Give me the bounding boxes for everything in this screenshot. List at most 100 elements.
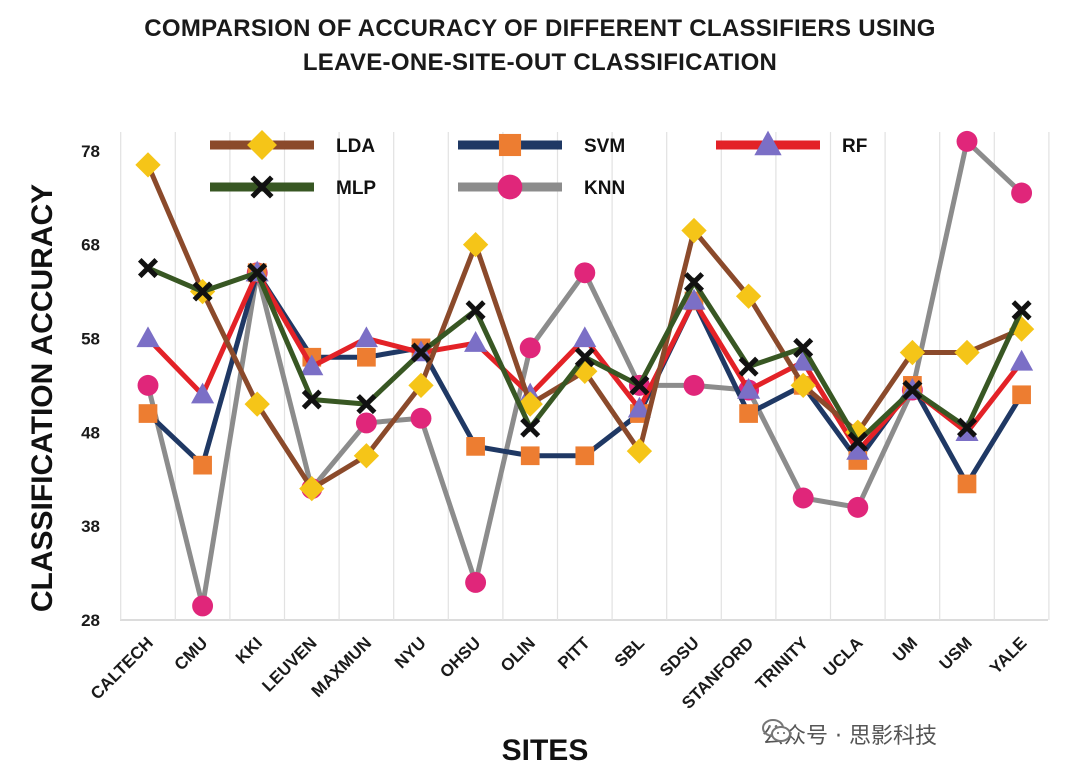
data-point-rf bbox=[846, 438, 870, 460]
legend-marker bbox=[247, 130, 277, 160]
data-point-lda bbox=[135, 152, 161, 178]
legend-item-knn: KNN bbox=[458, 174, 625, 200]
data-point-lda bbox=[408, 372, 434, 399]
data-point-rf bbox=[354, 326, 378, 348]
data-point-lda bbox=[954, 339, 980, 366]
data-point-mlp bbox=[465, 300, 486, 321]
data-point-knn bbox=[355, 412, 377, 434]
data-point-rf bbox=[737, 377, 761, 399]
legend-item-mlp: MLP bbox=[210, 175, 376, 199]
data-point-lda bbox=[244, 391, 270, 417]
data-point-lda bbox=[790, 372, 816, 399]
data-point-rf bbox=[300, 354, 324, 376]
legend-item-rf: RF bbox=[716, 130, 867, 157]
x-tick-label: KKI bbox=[232, 633, 266, 667]
y-tick-label: 58 bbox=[81, 329, 100, 348]
x-tick-label: YALE bbox=[986, 633, 1030, 677]
data-point-svm bbox=[739, 404, 758, 423]
data-point-mlp bbox=[793, 337, 814, 358]
data-point-knn bbox=[465, 572, 487, 593]
data-point-mlp bbox=[902, 380, 923, 401]
y-axis-ticks: 28 38 48 58 68 78 bbox=[81, 142, 100, 630]
data-point-knn bbox=[956, 130, 978, 152]
data-point-lda bbox=[681, 217, 707, 244]
x-tick-label: SDSU bbox=[656, 633, 703, 680]
data-point-knn bbox=[1011, 182, 1033, 204]
x-tick-label: MAXMUN bbox=[308, 633, 376, 701]
data-point-svm bbox=[357, 347, 376, 367]
data-point-svm bbox=[575, 446, 595, 466]
chart-title-line-2: LEAVE-ONE-SITE-OUT CLASSIFICATION bbox=[302, 49, 778, 76]
legend-item-lda: LDA bbox=[210, 130, 375, 160]
data-point-knn bbox=[410, 407, 432, 429]
data-point-lda bbox=[462, 231, 489, 258]
legend-label: KNN bbox=[584, 178, 625, 199]
legend-label: RF bbox=[842, 136, 867, 157]
data-point-knn bbox=[137, 374, 159, 396]
data-point-knn bbox=[847, 496, 869, 518]
y-tick-label: 48 bbox=[81, 423, 100, 442]
legend-marker bbox=[498, 133, 522, 157]
legend-marker bbox=[497, 174, 523, 200]
x-tick-label: OHSU bbox=[436, 633, 484, 681]
series-rf bbox=[136, 260, 1034, 460]
data-point-mlp bbox=[247, 262, 268, 283]
series-lda bbox=[135, 152, 1035, 502]
legend-label: MLP bbox=[336, 178, 376, 199]
data-point-rf bbox=[191, 382, 215, 404]
legend-marker bbox=[754, 130, 782, 156]
x-tick-label: PITT bbox=[554, 633, 594, 673]
x-tick-label: CALTECH bbox=[87, 633, 157, 703]
data-point-rf bbox=[791, 349, 815, 371]
y-axis-label: CLASSIFICATION ACCURACY bbox=[26, 184, 59, 612]
data-point-mlp bbox=[1011, 300, 1032, 321]
y-tick-label: 28 bbox=[81, 611, 100, 630]
data-point-svm bbox=[1012, 385, 1031, 405]
data-point-svm bbox=[193, 455, 212, 475]
watermark: 公众号 · 思影科技 bbox=[762, 718, 937, 750]
data-point-rf bbox=[627, 396, 651, 418]
x-tick-label: USM bbox=[936, 633, 976, 673]
x-tick-label: OLIN bbox=[497, 633, 539, 675]
x-axis-label: SITES bbox=[502, 734, 589, 767]
data-point-mlp bbox=[847, 431, 868, 452]
legend-marker bbox=[250, 175, 274, 199]
legend-label: LDA bbox=[336, 136, 375, 157]
x-tick-label: TRINITY bbox=[752, 633, 813, 694]
data-point-rf bbox=[464, 331, 488, 352]
data-point-mlp bbox=[956, 417, 978, 438]
data-point-mlp bbox=[301, 389, 322, 410]
x-tick-label: UCLA bbox=[820, 633, 867, 680]
watermark-text: 公众号 · 思影科技 bbox=[762, 724, 937, 749]
legend: LDA SVM RF MLP KNN bbox=[210, 130, 867, 200]
y-tick-label: 78 bbox=[81, 142, 100, 161]
series-mlp bbox=[137, 258, 1032, 452]
x-tick-label: CMU bbox=[171, 633, 212, 674]
legend-item-svm: SVM bbox=[458, 133, 625, 157]
chart-title: COMPARSION OF ACCURACY OF DIFFERENT CLAS… bbox=[0, 12, 1080, 80]
data-point-rf bbox=[573, 326, 597, 348]
data-point-mlp bbox=[137, 258, 159, 279]
data-point-rf bbox=[136, 326, 160, 348]
data-point-rf bbox=[1010, 349, 1034, 371]
data-point-knn bbox=[574, 262, 596, 284]
data-point-lda bbox=[899, 339, 926, 366]
data-point-mlp bbox=[738, 356, 759, 377]
data-point-mlp bbox=[192, 281, 213, 302]
data-point-knn bbox=[519, 337, 541, 359]
data-point-svm bbox=[466, 437, 485, 456]
data-point-mlp bbox=[629, 375, 650, 396]
data-point-rf bbox=[682, 288, 706, 310]
data-point-lda bbox=[626, 438, 653, 464]
y-tick-label: 38 bbox=[81, 517, 100, 536]
wechat-icon bbox=[762, 719, 791, 742]
y-tick-label: 68 bbox=[81, 236, 100, 255]
series-layer bbox=[135, 130, 1035, 617]
data-point-lda bbox=[299, 475, 325, 502]
data-point-svm bbox=[520, 446, 540, 466]
data-point-lda bbox=[353, 443, 380, 469]
chart-title-line-1: COMPARSION OF ACCURACY OF DIFFERENT CLAS… bbox=[144, 15, 936, 42]
x-tick-label: UM bbox=[889, 633, 921, 665]
